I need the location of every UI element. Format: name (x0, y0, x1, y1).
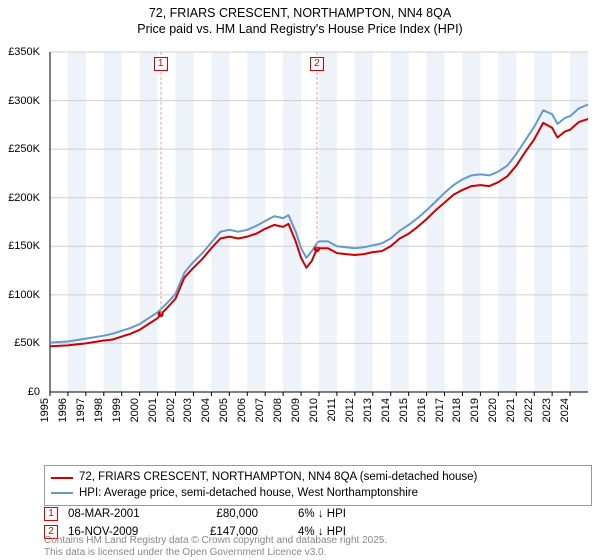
y-axis-tick: £200K (0, 192, 40, 204)
title-block: 72, FRIARS CRESCENT, NORTHAMPTON, NN4 8Q… (0, 0, 600, 37)
y-axis-tick: £50K (0, 337, 40, 349)
legend-swatch-2 (51, 492, 73, 494)
marker-line (160, 52, 161, 314)
data-point-price: £80,000 (178, 508, 258, 520)
chart-plot-area: £0£50K£100K£150K£200K£250K£300K£350K 199… (44, 48, 592, 428)
data-point-delta: 6% ↓ HPI (268, 508, 368, 520)
marker-badge-1: 1 (44, 507, 58, 521)
y-axis-tick: £350K (0, 46, 40, 58)
y-axis-tick: £0 (0, 386, 40, 398)
legend-swatch-1 (51, 477, 73, 479)
marker-line (316, 52, 317, 249)
title-line-2: Price paid vs. HM Land Registry's House … (0, 22, 600, 38)
legend: 72, FRIARS CRESCENT, NORTHAMPTON, NN4 8Q… (44, 465, 592, 506)
y-axis-tick: £100K (0, 289, 40, 301)
footer-line-1: Contains HM Land Registry data © Crown c… (44, 535, 387, 547)
y-axis-tick: £250K (0, 143, 40, 155)
data-point-row: 1 08-MAR-2001 £80,000 6% ↓ HPI (44, 505, 592, 523)
legend-text-2: HPI: Average price, semi-detached house,… (79, 486, 418, 502)
footer-attribution: Contains HM Land Registry data © Crown c… (44, 535, 387, 558)
legend-text-1: 72, FRIARS CRESCENT, NORTHAMPTON, NN4 8Q… (79, 470, 477, 486)
data-point-date: 08-MAR-2001 (68, 508, 168, 520)
x-axis-tick: 2024 (559, 398, 581, 422)
chart-svg (44, 48, 592, 428)
plot-marker-1: 1 (154, 57, 168, 71)
title-line-1: 72, FRIARS CRESCENT, NORTHAMPTON, NN4 8Q… (0, 6, 600, 22)
footer-line-2: This data is licensed under the Open Gov… (44, 547, 387, 559)
legend-row: HPI: Average price, semi-detached house,… (51, 486, 585, 502)
chart-container: 72, FRIARS CRESCENT, NORTHAMPTON, NN4 8Q… (0, 0, 600, 560)
plot-marker-2: 2 (310, 57, 324, 71)
y-axis-tick: £300K (0, 95, 40, 107)
legend-row: 72, FRIARS CRESCENT, NORTHAMPTON, NN4 8Q… (51, 470, 585, 486)
y-axis-tick: £150K (0, 240, 40, 252)
